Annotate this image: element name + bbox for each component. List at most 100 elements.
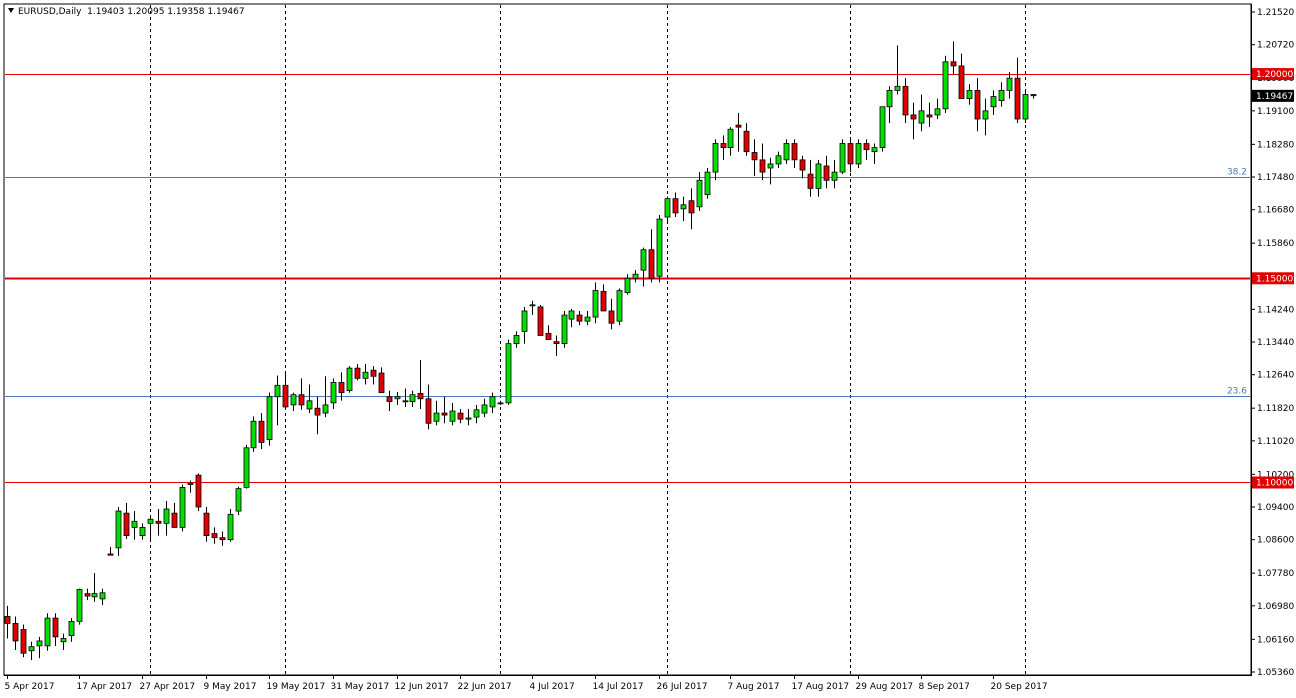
bear-candle-body — [417, 393, 424, 400]
bear-candle-body — [751, 152, 758, 161]
bear-candle-body — [950, 61, 957, 67]
bear-candle-body — [863, 143, 870, 151]
bull-candle-body — [831, 171, 838, 181]
bull-candle-body — [433, 412, 440, 422]
bull-candle-body — [290, 394, 297, 406]
bull-candle-body — [561, 314, 568, 345]
bull-candle-body — [664, 198, 671, 218]
bull-candle-body — [918, 110, 925, 124]
x-tick-label: 4 Jul 2017 — [530, 682, 575, 692]
bull-candle-body — [131, 520, 138, 528]
bear-candle-body — [600, 290, 607, 312]
bear-candle-body — [720, 143, 727, 148]
y-tick-label: 1.20720 — [1257, 41, 1294, 51]
bull-candle-body — [243, 447, 250, 488]
bull-candle-body — [815, 163, 822, 189]
bull-candle-body — [640, 249, 647, 271]
bull-candle-body — [402, 400, 409, 403]
bear-candle-body — [902, 85, 909, 116]
bull-candle-body — [894, 85, 901, 91]
bear-candle-body — [958, 65, 965, 99]
plot-area — [3, 3, 1252, 676]
bull-candle-body — [513, 335, 520, 345]
bear-candle-body — [457, 412, 464, 420]
y-tick-label: 1.15860 — [1257, 239, 1294, 249]
bull-candle-body — [529, 304, 536, 307]
bull-candle-body — [584, 316, 591, 322]
bull-candle-body — [115, 510, 122, 549]
x-tick-label: 26 Jul 2017 — [657, 682, 708, 692]
x-tick-label: 20 Sep 2017 — [991, 682, 1048, 692]
bull-candle-body — [187, 482, 194, 485]
bear-candle-body — [219, 537, 226, 541]
bull-candle-body — [886, 90, 893, 108]
y-tick-label: 1.11820 — [1257, 404, 1294, 414]
bull-candle-body — [1006, 77, 1013, 91]
bull-candle-body — [1022, 94, 1029, 120]
bear-candle-body — [847, 143, 854, 165]
level-price-tag — [1252, 476, 1294, 489]
bull-candle-body — [330, 382, 337, 404]
bear-candle-body — [735, 124, 742, 128]
bull-candle-body — [871, 147, 878, 153]
y-axis: 1.215201.207201.199001.191001.182801.174… — [1251, 4, 1294, 678]
bear-candle-body — [282, 384, 289, 408]
bull-candle-body — [712, 143, 719, 173]
x-tick-label: 29 Aug 2017 — [856, 682, 914, 692]
bear-candle-body — [672, 198, 679, 214]
y-tick-label: 1.08600 — [1257, 536, 1294, 546]
bear-candle-body — [20, 629, 27, 654]
bull-candle-body — [592, 290, 599, 318]
y-tick-label: 1.14240 — [1257, 305, 1294, 315]
bear-candle-body — [743, 130, 750, 153]
bull-candle-body — [982, 110, 989, 120]
bear-candle-body — [155, 520, 162, 524]
bear-candle-body — [823, 165, 830, 181]
bull-candle-body — [306, 400, 313, 410]
bear-candle-body — [791, 143, 798, 161]
bear-candle-body — [123, 512, 130, 536]
bear-candle-body — [84, 593, 91, 597]
bear-candle-body — [799, 159, 806, 171]
bear-candle-body — [1014, 77, 1021, 120]
bull-candle-body — [99, 592, 106, 600]
bull-candle-body — [322, 404, 329, 414]
bull-candle-body — [36, 640, 43, 647]
x-tick-label: 17 Apr 2017 — [77, 682, 133, 692]
bear-candle-body — [378, 372, 385, 394]
bull-candle-body — [449, 410, 456, 422]
bull-candle-body — [656, 218, 663, 277]
bear-candle-body — [807, 173, 814, 189]
bear-candle-body — [386, 396, 393, 403]
x-tick-label: 7 Aug 2017 — [728, 682, 780, 692]
level-price-tag-label: 1.20000 — [1256, 70, 1293, 80]
bear-candle-body — [1030, 94, 1037, 97]
bear-candle-body — [576, 314, 583, 322]
bull-candle-body — [235, 488, 242, 512]
bear-candle-body — [338, 382, 345, 394]
bear-candle-body — [910, 114, 917, 120]
bear-candle-body — [537, 306, 544, 336]
bull-candle-body — [505, 343, 512, 404]
bear-candle-body — [171, 512, 178, 528]
y-tick-label: 1.13440 — [1257, 338, 1294, 348]
x-tick-label: 31 May 2017 — [331, 682, 390, 692]
x-tick-label: 9 May 2017 — [204, 682, 257, 692]
bear-candle-body — [258, 420, 265, 443]
level-price-tag-label: 1.10000 — [1256, 478, 1293, 488]
bull-candle-body — [266, 396, 273, 441]
bear-candle-body — [211, 533, 218, 539]
bull-candle-body — [163, 508, 170, 524]
bear-candle-body — [52, 617, 59, 638]
bull-candle-body — [227, 513, 234, 541]
y-tick-label: 1.10200 — [1257, 470, 1294, 480]
bear-candle-body — [425, 398, 432, 424]
bull-candle-body — [855, 143, 862, 165]
bull-candle-body — [942, 61, 949, 110]
bull-candle-body — [409, 394, 416, 403]
bull-candle-body — [346, 367, 353, 392]
bull-candle-body — [68, 620, 75, 637]
bear-candle-body — [553, 341, 560, 345]
dropdown-triangle-icon[interactable] — [8, 8, 14, 13]
bear-candle-body — [370, 369, 377, 377]
